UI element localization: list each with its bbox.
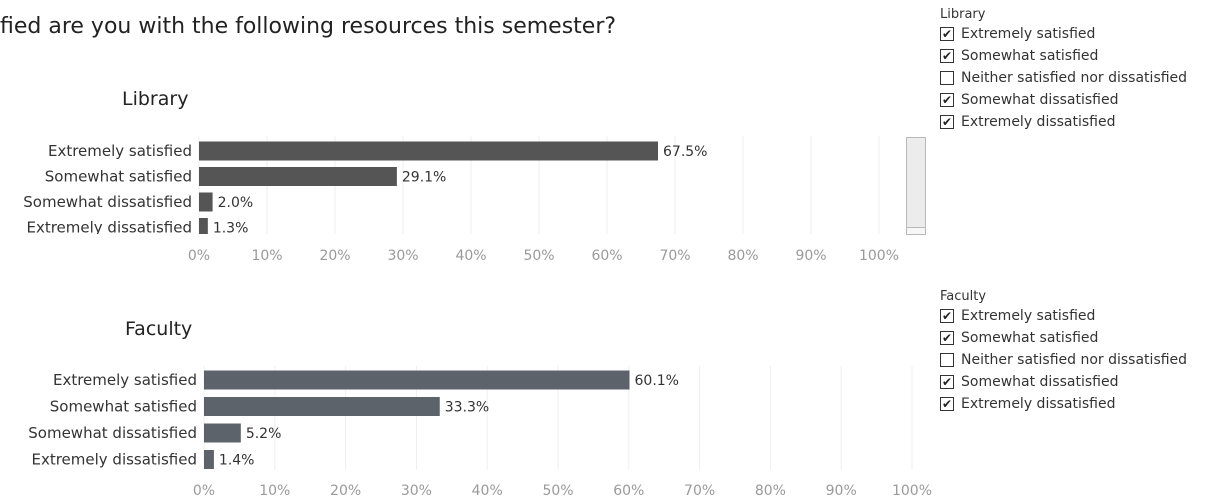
faculty-legend-item-label: Somewhat satisfied [961, 330, 1099, 346]
library-legend-title: Library [940, 7, 986, 22]
checkbox-checked-icon[interactable]: ✔ [940, 375, 954, 389]
category-label: Extremely dissatisfied [31, 451, 197, 469]
x-tick-label: 60% [591, 248, 622, 264]
category-label: Somewhat satisfied [50, 398, 197, 416]
x-tick-label: 40% [455, 248, 486, 264]
x-tick-label: 70% [684, 483, 715, 499]
page-title: fied are you with the following resource… [0, 14, 617, 39]
bar [199, 141, 658, 161]
x-tick-label: 90% [795, 248, 826, 264]
library-legend-item-label: Extremely satisfied [961, 26, 1096, 42]
data-label: 1.3% [213, 221, 249, 237]
faculty-legend-title: Faculty [940, 289, 987, 304]
category-label: Somewhat dissatisfied [23, 193, 192, 211]
x-tick-label: 60% [613, 483, 644, 499]
clip-mask [0, 234, 930, 246]
data-label: 2.0% [218, 195, 254, 211]
checkbox-checked-icon[interactable]: ✔ [940, 49, 954, 63]
library-legend: Library ✔ Extremely satisfied ✔ Somewhat sa… [940, 7, 1187, 133]
faculty-legend-item-label: Extremely satisfied [961, 308, 1096, 324]
library-chart-title: Library [122, 88, 189, 110]
data-label: 5.2% [246, 426, 282, 442]
checkbox-checked-icon[interactable]: ✔ [940, 115, 954, 129]
data-label: 60.1% [635, 373, 679, 389]
x-tick-label: 50% [542, 483, 573, 499]
checkbox-checked-icon[interactable]: ✔ [940, 309, 954, 323]
faculty-legend-item[interactable]: ✔ Somewhat dissatisfied [940, 371, 1187, 393]
bar [199, 167, 397, 186]
category-label: Extremely satisfied [48, 142, 192, 160]
faculty-legend: Faculty ✔ Extremely satisfied ✔ Somewhat sa… [940, 289, 1187, 415]
faculty-legend-item[interactable]: ✔ Extremely satisfied [940, 305, 1187, 327]
x-tick-label: 70% [659, 248, 690, 264]
category-label: Somewhat dissatisfied [28, 424, 197, 442]
category-label: Extremely satisfied [53, 371, 197, 389]
library-legend-item[interactable]: ✔ Extremely satisfied [940, 23, 1187, 45]
x-tick-label: 50% [523, 248, 554, 264]
faculty-legend-item-label: Extremely dissatisfied [961, 396, 1116, 412]
faculty-legend-item-label: Neither satisfied nor dissatisfied [961, 352, 1188, 368]
library-legend-item-label: Somewhat satisfied [961, 48, 1099, 64]
library-legend-item[interactable]: ✔ Extremely dissatisfied [940, 111, 1187, 133]
x-tick-label: 100% [892, 483, 932, 499]
x-tick-label: 0% [193, 483, 215, 499]
data-label: 1.4% [219, 453, 255, 469]
data-label: 67.5% [663, 144, 707, 160]
faculty-chart-title: Faculty [125, 318, 193, 340]
bar [199, 192, 213, 212]
x-tick-label: 30% [387, 248, 418, 264]
checkbox-unchecked-icon[interactable] [940, 353, 954, 367]
x-tick-label: 30% [401, 483, 432, 499]
library-legend-item-label: Neither satisfied nor dissatisfied [961, 70, 1188, 86]
checkbox-checked-icon[interactable]: ✔ [940, 93, 954, 107]
checkbox-checked-icon[interactable]: ✔ [940, 397, 954, 411]
x-tick-label: 80% [727, 248, 758, 264]
bar [204, 450, 214, 469]
x-tick-label: 20% [319, 248, 350, 264]
faculty-legend-item-label: Somewhat dissatisfied [961, 374, 1119, 390]
bar [204, 397, 440, 416]
data-label: 33.3% [445, 400, 489, 416]
bar [204, 370, 630, 390]
data-label: 29.1% [402, 170, 446, 186]
library-chart: 0% 10% 20% 30% 40% 50% 60% 70% 80% 90% 100% Extreme… [0, 136, 930, 264]
x-tick-label: 10% [259, 483, 290, 499]
category-label: Extremely dissatisfied [26, 219, 192, 237]
library-scrollbar-thumb[interactable] [907, 227, 925, 234]
x-tick-label: 0% [188, 248, 210, 264]
bar [204, 423, 241, 443]
x-tick-label: 90% [826, 483, 857, 499]
checkbox-checked-icon[interactable]: ✔ [940, 27, 954, 41]
checkbox-unchecked-icon[interactable] [940, 71, 954, 85]
faculty-legend-item[interactable]: ✔ Extremely dissatisfied [940, 393, 1187, 415]
category-label: Somewhat satisfied [45, 168, 192, 186]
x-tick-label: 40% [472, 483, 503, 499]
library-scrollbar[interactable] [906, 137, 926, 235]
bar [199, 218, 208, 237]
x-tick-label: 20% [330, 483, 361, 499]
faculty-legend-item[interactable]: ✔ Somewhat satisfied [940, 327, 1187, 349]
x-tick-label: 80% [755, 483, 786, 499]
faculty-chart: 0% 10% 20% 30% 40% 50% 60% 70% 80% 90% 100% Extreme… [28, 366, 932, 499]
x-tick-label: 10% [251, 248, 282, 264]
checkbox-checked-icon[interactable]: ✔ [940, 331, 954, 345]
library-legend-item-label: Somewhat dissatisfied [961, 92, 1119, 108]
library-legend-item[interactable]: Neither satisfied nor dissatisfied [940, 67, 1187, 89]
library-legend-item[interactable]: ✔ Somewhat dissatisfied [940, 89, 1187, 111]
faculty-legend-item[interactable]: Neither satisfied nor dissatisfied [940, 349, 1187, 371]
library-legend-item-label: Extremely dissatisfied [961, 114, 1116, 130]
x-tick-label: 100% [859, 248, 899, 264]
library-legend-item[interactable]: ✔ Somewhat satisfied [940, 45, 1187, 67]
